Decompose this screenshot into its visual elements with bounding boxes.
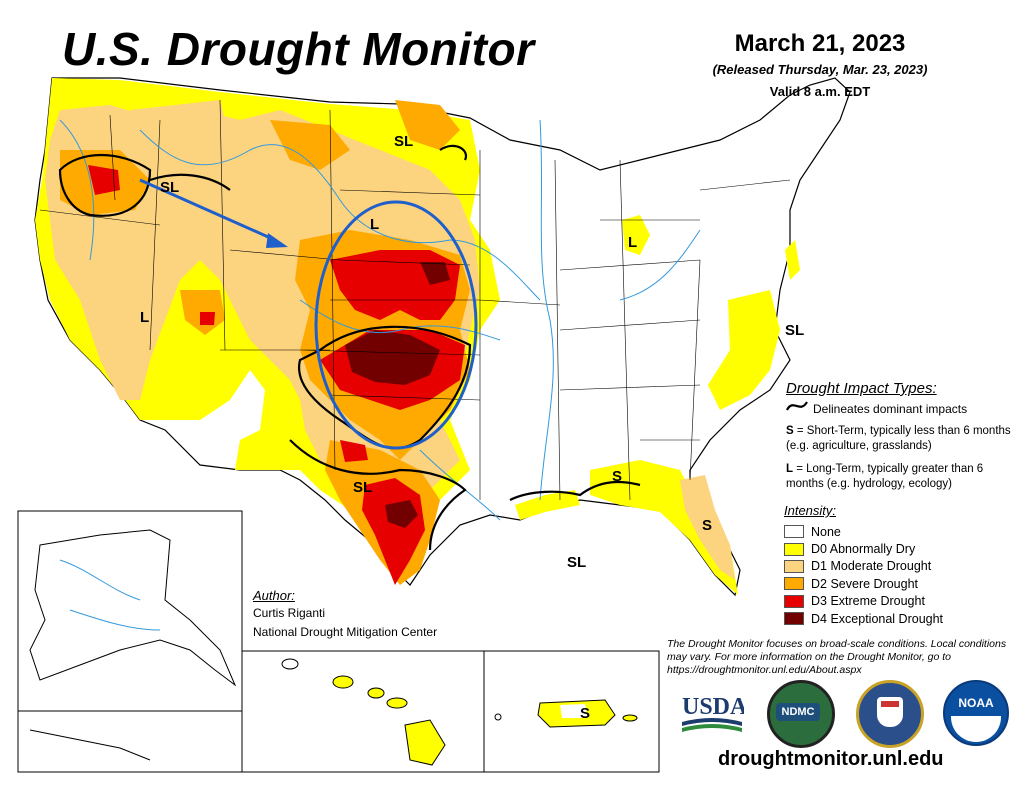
legend-row-none: None (784, 523, 943, 540)
impact-long-term-text: = Long-Term, typically greater than 6 mo… (786, 463, 984, 490)
annotation-arrow-line (139, 178, 276, 242)
label-l-nebraska: L (370, 216, 379, 233)
impact-long-term-key: L (786, 463, 794, 475)
commerce-shield-stripe (881, 701, 899, 707)
annotation-ellipse (314, 200, 478, 450)
noaa-wave-icon (951, 716, 1001, 742)
page-title: U.S. Drought Monitor (62, 23, 535, 75)
alaska-inset-frame (17, 510, 243, 773)
impact-short-term-key: S (786, 425, 794, 437)
label-l-michigan: L (628, 234, 637, 251)
legend-label-d2: D2 Severe Drought (811, 576, 919, 591)
label-sl-idaho: SL (160, 179, 179, 196)
puerto-rico-shape (494, 699, 638, 728)
usda-logo: USDA (682, 694, 744, 732)
drought-monitor-note: The Drought Monitor focuses on broad-sca… (667, 638, 1007, 676)
d4-exceptional-drought (345, 262, 450, 528)
alaska-shape (29, 529, 237, 687)
legend-row-d4: D4 Exceptional Drought (784, 610, 943, 627)
commerce-seal (856, 680, 924, 748)
intensity-legend: None D0 Abnormally Dry D1 Moderate Droug… (784, 523, 943, 627)
legend-label-d4: D4 Exceptional Drought (811, 611, 944, 626)
label-s-southeast: S (612, 468, 622, 485)
annotation-arrow-head (266, 233, 288, 248)
impact-line-sample (786, 401, 808, 411)
legend-label-d3: D3 Extreme Drought (811, 594, 925, 609)
label-sl-northern-plains: SL (394, 133, 413, 150)
hawaii-inset-frame (241, 650, 485, 773)
label-sl-virginia: SL (785, 322, 804, 339)
legend-row-d2: D2 Severe Drought (784, 575, 943, 592)
puerto-rico-inset-frame (483, 650, 660, 773)
legend-label-d1: D1 Moderate Drought (811, 559, 932, 574)
impact-delineates-text: Delineates dominant impacts (813, 402, 968, 416)
author-name: Curtis Riganti (253, 606, 326, 620)
valid-time: Valid 8 a.m. EDT (769, 84, 871, 99)
author-label: Author: (253, 588, 295, 603)
legend-swatch-d3 (784, 594, 804, 608)
release-date: (Released Thursday, Mar. 23, 2023) (712, 62, 928, 77)
legend-swatch-none (784, 525, 804, 539)
hawaii-islands (281, 658, 446, 766)
author-org: National Drought Mitigation Center (253, 625, 438, 639)
impact-types-title: Drought Impact Types: (786, 380, 937, 397)
impact-short-term-text: = Short-Term, typically less than 6 mont… (786, 425, 1011, 452)
label-sl-louisiana: SL (567, 554, 586, 571)
legend-swatch-d2 (784, 577, 804, 591)
ndmc-logo-text: NDMC (776, 703, 820, 721)
legend-row-d1: D1 Moderate Drought (784, 558, 943, 575)
state-boundaries (39, 99, 791, 501)
impact-short-term: S = Short-Term, typically less than 6 mo… (786, 424, 1016, 454)
label-sl-texas: SL (353, 479, 372, 496)
label-s-puerto-rico: S (580, 705, 590, 722)
legend-swatch-d4 (784, 612, 804, 626)
label-l-nevada: L (140, 309, 149, 326)
legend-label-none: None (811, 524, 841, 539)
noaa-logo: NOAA (943, 680, 1009, 746)
label-s-florida: S (702, 517, 712, 534)
report-date: March 21, 2023 (734, 30, 906, 57)
intensity-title: Intensity: (784, 503, 837, 518)
impact-long-term: L = Long-Term, typically greater than 6 … (786, 462, 1016, 492)
legend-row-d0: D0 Abnormally Dry (784, 540, 943, 557)
website-link[interactable]: droughtmonitor.unl.edu (718, 748, 944, 770)
noaa-logo-text: NOAA (958, 696, 994, 710)
legend-label-d0: D0 Abnormally Dry (811, 542, 916, 557)
legend-swatch-d0 (784, 542, 804, 556)
ndmc-logo: NDMC (767, 680, 835, 748)
impact-boundaries (58, 144, 641, 551)
legend-row-d3: D3 Extreme Drought (784, 593, 943, 610)
legend-swatch-d1 (784, 559, 804, 573)
usda-logo-text: USDA (682, 694, 744, 720)
rivers (59, 119, 701, 521)
